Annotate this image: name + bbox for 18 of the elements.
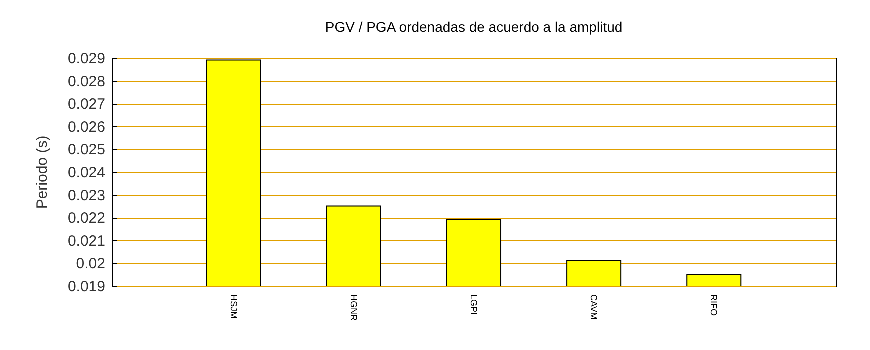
x-tick-label: LGPI	[469, 294, 479, 316]
y-tick-label: 0.025	[68, 142, 106, 159]
y-tick-label: 0.028	[68, 73, 106, 90]
x-tick-label: HSJM	[228, 294, 239, 319]
y-axis-title: Periodo (s)	[34, 136, 51, 210]
y-tick-label: 0.022	[68, 210, 106, 228]
chart-title: PGV / PGA ordenadas de acuerdo a la amplitud	[325, 19, 623, 35]
y-tick-label: 0.023	[68, 187, 106, 204]
y-tick-label: 0.026	[68, 118, 106, 136]
x-tick-label: HGNR	[348, 294, 359, 322]
y-tick-label: 0.019	[68, 278, 106, 296]
x-tick-label: CAVM	[589, 294, 600, 320]
y-tick-label: 0.029	[68, 50, 106, 68]
x-tick-label: RIFO	[709, 294, 720, 316]
y-tick-label: 0.021	[68, 232, 106, 250]
y-tick-label: 0.024	[68, 164, 106, 182]
y-tick-label: 0.02	[76, 256, 106, 273]
y-tick-label: 0.027	[68, 96, 106, 114]
